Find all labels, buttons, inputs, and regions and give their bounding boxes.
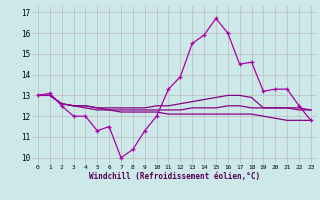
- X-axis label: Windchill (Refroidissement éolien,°C): Windchill (Refroidissement éolien,°C): [89, 172, 260, 181]
